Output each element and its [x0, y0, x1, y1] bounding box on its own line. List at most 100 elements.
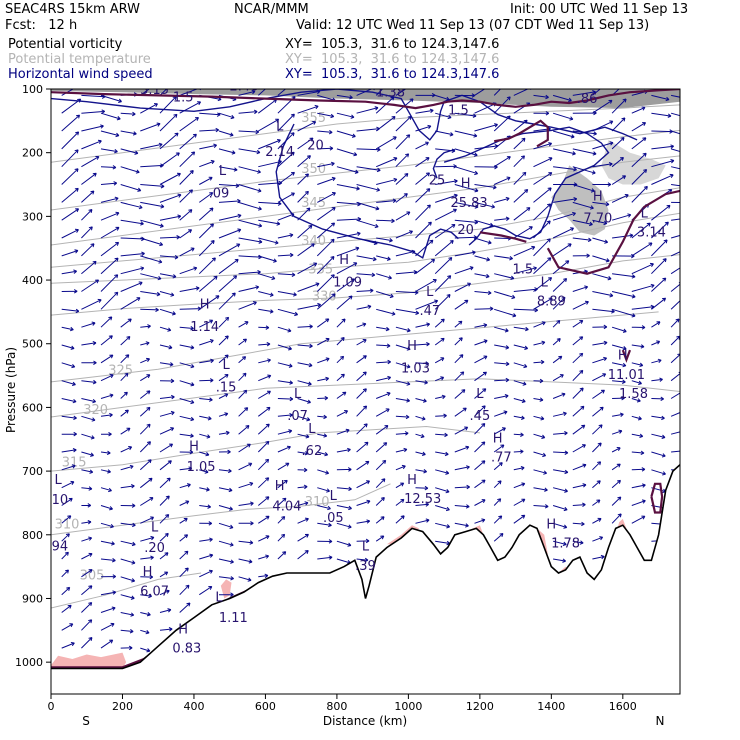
- wind-vector-745: [572, 463, 587, 471]
- wind-vector-465: [356, 480, 371, 489]
- wind-vector-761: [592, 291, 614, 298]
- field-annotation-9: 20: [307, 139, 324, 154]
- wind-vector-292: [238, 321, 249, 328]
- wind-vector-269: [218, 430, 230, 436]
- theta-contour-315: [51, 425, 480, 472]
- wind-vector-238: [199, 397, 213, 402]
- wind-vector-871: [670, 411, 680, 417]
- wind-vector-171: [159, 291, 175, 297]
- field-annotation-36: L: [294, 387, 302, 402]
- wind-vector-555: [434, 240, 454, 257]
- wind-vector-33: [81, 109, 106, 114]
- wind-vector-387: [297, 533, 309, 542]
- wind-vector-683: [533, 257, 552, 275]
- wind-vector-405: [317, 376, 330, 382]
- wind-vector-682: [533, 238, 551, 257]
- wind-vector-232: [198, 275, 218, 292]
- wind-vector-812: [631, 262, 654, 275]
- wind-vector-36: [81, 156, 100, 168]
- field-annotation-24: 8.89: [537, 295, 566, 310]
- wind-vector-822: [631, 450, 645, 456]
- wind-vector-30: [61, 623, 74, 631]
- wind-vector-491: [375, 459, 387, 471]
- wind-vector-136: [140, 237, 164, 247]
- wind-vector-474: [376, 157, 398, 168]
- wind-vector-201: [179, 266, 198, 275]
- wind-vector-805: [631, 137, 647, 150]
- wind-vector-574: [454, 130, 478, 138]
- wind-vector-642: [493, 444, 505, 453]
- wind-vector-501: [395, 173, 409, 185]
- wind-vector-145: [139, 390, 151, 399]
- wind-vector-799: [611, 479, 621, 489]
- field-annotation-52: H: [407, 473, 417, 488]
- field-annotation-20: H: [339, 253, 349, 268]
- wind-vector-22: [61, 480, 75, 489]
- wind-vector-330: [257, 496, 270, 506]
- wind-vector-67: [100, 148, 118, 154]
- wind-vector-274: [218, 522, 234, 529]
- wind-vector-639: [494, 394, 509, 399]
- field-annotation-43: .77: [491, 451, 512, 466]
- wind-vector-576: [454, 166, 479, 176]
- wind-vector-824: [631, 483, 646, 489]
- wind-vector-167: [159, 214, 182, 221]
- wind-vector-828: [651, 112, 672, 118]
- wind-vector-346: [277, 291, 297, 297]
- wind-vector-565: [435, 432, 448, 438]
- wind-vector-37: [81, 172, 97, 185]
- wind-vector-111: [120, 354, 130, 364]
- wind-vector-64: [100, 94, 122, 103]
- wind-vector-294: [238, 356, 247, 364]
- wind-vector-56: [81, 520, 92, 525]
- wind-vector-842: [651, 358, 662, 364]
- wind-vector-558: [434, 294, 451, 310]
- wind-vector-236: [199, 358, 214, 364]
- wind-vector-103: [120, 219, 144, 226]
- wind-vector-859: [671, 201, 680, 204]
- wind-vector-668: [513, 449, 524, 454]
- wind-vector-331: [258, 515, 270, 524]
- wind-vector-573: [454, 112, 477, 118]
- wind-vector-409: [317, 451, 329, 457]
- wind-vector-769: [592, 424, 603, 435]
- wind-vector-305: [238, 558, 253, 564]
- wind-vector-527: [415, 188, 431, 203]
- wind-vector-708: [552, 278, 568, 292]
- wind-vector-410: [317, 469, 330, 475]
- field-annotation-50: L: [330, 489, 338, 504]
- wind-vector-297: [238, 407, 249, 417]
- wind-vector-223: [199, 127, 220, 133]
- wind-vector-177: [159, 394, 175, 400]
- wind-vector-149: [139, 459, 152, 471]
- wind-vector-348: [277, 326, 292, 333]
- wind-vector-729: [572, 184, 595, 193]
- wind-vector-636: [494, 344, 510, 350]
- field-annotation-60: .39: [355, 559, 376, 574]
- wind-vector-538: [415, 398, 427, 403]
- wind-vector-205: [179, 344, 195, 350]
- wind-vector-233: [199, 295, 220, 310]
- wind-vector-719: [552, 487, 568, 493]
- wind-vector-45: [81, 321, 96, 328]
- wind-vector-328: [257, 458, 270, 471]
- wind-vector-751: [592, 99, 613, 114]
- wind-vector-591: [454, 426, 469, 435]
- wind-vector-699: [552, 130, 575, 139]
- field-annotation-6: 1.5: [616, 78, 637, 93]
- y-tick-label-300: 300: [22, 210, 43, 223]
- wind-vector-569: [435, 505, 450, 512]
- wind-vector-288: [238, 254, 262, 260]
- wind-vector-360: [277, 533, 286, 542]
- wind-vector-631: [494, 255, 514, 261]
- wind-vector-773: [592, 499, 601, 506]
- theta-label-10: 350: [301, 162, 326, 177]
- wind-vector-228: [198, 207, 214, 221]
- wind-vector-95: [100, 639, 114, 649]
- field-annotation-34: L: [222, 358, 230, 373]
- wind-vector-732: [572, 237, 592, 243]
- wind-vector-118: [120, 484, 135, 489]
- wind-vector-653: [513, 171, 527, 185]
- wind-vector-74: [100, 257, 119, 275]
- wind-vector-216: [179, 534, 189, 542]
